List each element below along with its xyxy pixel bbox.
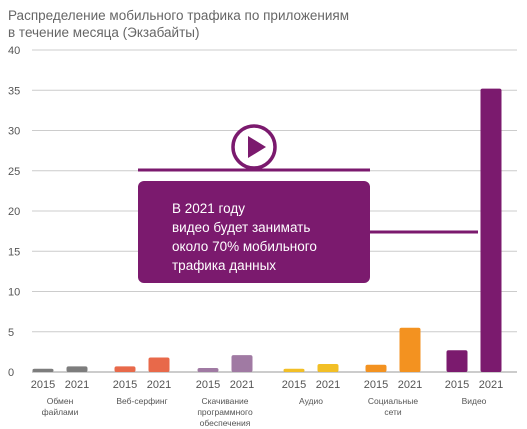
bar-4-2021	[399, 327, 421, 372]
bar-0-2015	[32, 368, 54, 372]
y-tick-label: 5	[8, 327, 14, 339]
x-tick-label: 2021	[230, 379, 254, 391]
x-tick-label: 2015	[282, 379, 306, 391]
y-tick-label: 25	[8, 166, 20, 178]
category-label: программного	[197, 407, 253, 417]
x-tick-label: 2015	[445, 379, 469, 391]
y-tick-label: 40	[8, 45, 20, 57]
callout-line-4: трафика данных	[172, 258, 277, 273]
x-tick-label: 2021	[147, 379, 171, 391]
chart-title-line-1: Распределение мобильного трафика по прил…	[8, 8, 349, 23]
category-label: Аудио	[299, 396, 323, 406]
category-label: Обмен	[47, 396, 74, 406]
category-label: Видео	[462, 396, 487, 406]
y-tick-label: 10	[8, 287, 20, 299]
callout-box: В 2021 году видео будет занимать около 7…	[138, 181, 370, 283]
category-label: Социальные	[368, 396, 418, 406]
y-tick-label: 15	[8, 246, 20, 258]
x-tick-label: 2021	[479, 379, 503, 391]
bar-1-2021	[148, 357, 170, 372]
x-tick-label: 2021	[65, 379, 89, 391]
callout-line-3: около 70% мобильного	[172, 239, 317, 254]
x-tick-label: 2015	[364, 379, 388, 391]
y-tick-label: 35	[8, 85, 20, 97]
callout-line-2: видео будет занимать	[172, 220, 311, 235]
chart-title: Распределение мобильного трафика по прил…	[8, 7, 408, 41]
bar-0-2021	[66, 366, 88, 372]
category-label: Скачивание	[201, 396, 248, 406]
callout-text: В 2021 году видео будет занимать около 7…	[172, 199, 362, 275]
category-label: обеспечения	[200, 418, 251, 428]
bar-2-2021	[231, 355, 253, 372]
x-tick-label: 2021	[316, 379, 340, 391]
bar-2-2015	[197, 367, 219, 372]
category-label: сети	[384, 407, 402, 417]
bar-4-2015	[365, 364, 387, 372]
x-tick-label: 2015	[113, 379, 137, 391]
play-icon[interactable]	[230, 123, 278, 171]
y-tick-label: 20	[8, 206, 20, 218]
bar-3-2015	[283, 368, 305, 372]
y-tick-label: 30	[8, 126, 20, 138]
category-label: файлами	[42, 407, 79, 417]
bar-5-2021	[480, 88, 502, 372]
bar-1-2015	[114, 366, 136, 372]
x-tick-label: 2021	[398, 379, 422, 391]
category-label: Веб-серфинг	[116, 396, 167, 406]
chart-title-line-2: в течение месяца (Экзабайты)	[8, 25, 200, 40]
bar-3-2021	[317, 363, 339, 372]
x-tick-label: 2015	[31, 379, 55, 391]
callout-line-1: В 2021 году	[172, 201, 246, 216]
x-tick-label: 2015	[196, 379, 220, 391]
y-tick-label: 0	[8, 367, 14, 379]
bar-5-2015	[446, 350, 468, 372]
